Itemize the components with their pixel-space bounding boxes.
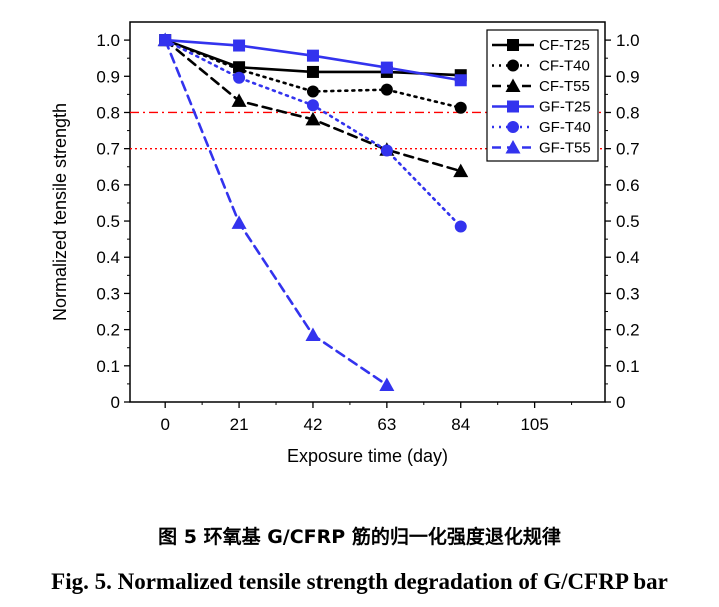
data-point [233, 39, 246, 52]
y-tick-label-right: 0.8 [616, 103, 640, 122]
y-tick-label-left: 0.8 [96, 103, 120, 122]
data-point [306, 85, 319, 98]
y-tick-label-right: 0.4 [616, 248, 640, 267]
y-tick-label-left: 0.6 [96, 176, 120, 195]
data-point [231, 215, 247, 229]
figure-caption-english: Fig. 5. Normalized tensile strength degr… [51, 569, 668, 594]
y-tick-label-right: 0.6 [616, 176, 640, 195]
y-axis-title: Normalized tensile strength [50, 103, 70, 321]
series-line [163, 38, 389, 387]
legend-swatch-marker [507, 100, 519, 113]
y-tick-label-left: 0.7 [96, 140, 120, 159]
data-point [305, 327, 321, 342]
figure-caption-chinese: 图 5 环氧基 G/CFRP 筋的归一化强度退化规律 [158, 526, 561, 548]
y-tick-label-right: 0 [616, 393, 625, 412]
legend-swatch-marker [507, 39, 519, 51]
legend-label: GF-T40 [539, 119, 591, 136]
data-point [157, 32, 173, 47]
chart: 0 21 42 63 84 105 0 0 0.1 0.1 0.2 0.2 0.3 0.3 0.4 0.4 0.… [50, 21, 640, 466]
y-tick-label-left: 0.4 [96, 248, 120, 267]
legend-label: CF-T40 [539, 58, 590, 75]
data-point [306, 49, 319, 62]
legend: CF-T25 CF-T40 CF-T55 GF-T25 GF-T40 GF-T55 [486, 29, 599, 162]
y-tick-label-left: 0.3 [96, 284, 120, 303]
x-tick-label: 0 [160, 415, 169, 434]
axes-layer: 0 21 42 63 84 105 0 0 0.1 0.1 0.2 0.2 0.3 0.3 0.4 0.4 0.… [96, 31, 639, 434]
series-layer [157, 32, 469, 391]
y-tick-label-right: 1.0 [616, 31, 640, 50]
x-tick-label: 21 [230, 415, 249, 434]
y-tick-label-left: 1.0 [96, 31, 120, 50]
legend-swatch-marker [507, 59, 519, 72]
y-tick-label-right: 0.3 [616, 284, 640, 303]
legend-label: CF-T55 [539, 78, 590, 95]
y-tick-label-right: 0.7 [616, 140, 640, 159]
legend-label: GF-T55 [539, 140, 591, 157]
legend-swatch-marker [505, 140, 521, 154]
y-tick-label-left: 0.1 [96, 357, 120, 376]
data-point [305, 111, 321, 126]
data-point [454, 74, 467, 87]
y-tick-label-right: 0.1 [616, 357, 640, 376]
y-tick-label-right: 0.9 [616, 67, 640, 86]
legend-label: GF-T25 [539, 99, 591, 116]
data-point [231, 93, 247, 107]
y-tick-label-left: 0.9 [96, 67, 120, 86]
legend-label: CF-T25 [539, 37, 590, 54]
y-tick-label-left: 0.2 [96, 321, 120, 340]
data-point [306, 65, 319, 78]
x-tick-label: 84 [451, 415, 470, 434]
data-point [454, 220, 467, 233]
legend-box [486, 29, 599, 162]
y-tick-label-left: 0.5 [96, 212, 120, 231]
data-point [233, 71, 246, 84]
data-point [233, 63, 246, 76]
legend-swatch-marker [505, 78, 521, 92]
series-gf-t55 [157, 32, 395, 391]
x-tick-label: 42 [304, 415, 323, 434]
x-tick-label: 105 [520, 415, 548, 434]
data-point [306, 99, 319, 112]
data-point [379, 377, 395, 391]
data-point [380, 61, 393, 74]
legend-swatch-marker [507, 121, 519, 133]
data-point [454, 101, 467, 114]
data-point [453, 163, 469, 178]
y-tick-label-left: 0 [111, 393, 120, 412]
y-tick-label-right: 0.5 [616, 212, 640, 231]
y-tick-label-right: 0.2 [616, 321, 640, 340]
data-point [380, 83, 393, 96]
x-axis-title: Exposure time (day) [287, 446, 448, 466]
x-tick-label: 63 [377, 415, 396, 434]
data-point [380, 144, 393, 157]
